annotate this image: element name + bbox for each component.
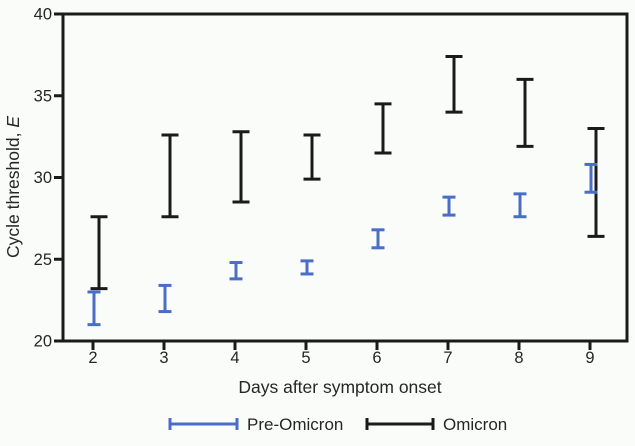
errorbar-omicron-day-2 [90,215,108,291]
y-tick-label-35: 35 [34,87,52,105]
errorbar-omicron-day-9 [587,126,605,238]
y-axis-label-text: Cycle threshold, [3,128,23,258]
y-axis-label: Cycle threshold, E [3,116,23,258]
x-tick-label-2: 2 [88,349,97,367]
x-tick-label-5: 5 [301,349,310,367]
y-tick-label-20: 20 [34,333,52,351]
errorbar-pre-omicron-day-4 [229,261,243,281]
y-tick-label-30: 30 [34,169,52,187]
errorbar-pre-omicron-day-8 [513,192,527,219]
x-axis-label: Days after symptom onset [238,377,441,397]
errorbar-pre-omicron-day-3 [158,283,172,314]
y-tick-label-25: 25 [34,251,52,269]
legend-label-omicron: Omicron [443,415,507,434]
y-axis-ticks: 20 25 30 35 40 [34,6,63,351]
errorbar-omicron-day-5 [303,133,321,181]
legend-sample-pre-omicron [168,418,239,430]
errorbar-pre-omicron-day-5 [300,259,314,276]
plot-frame [61,12,629,343]
x-tick-label-6: 6 [372,349,381,367]
errorbar-pre-omicron-day-2 [87,290,101,327]
errorbar-pre-omicron-day-6 [371,228,385,250]
x-tick-label-3: 3 [159,349,168,367]
error-bars [87,55,605,327]
legend-label-pre-omicron: Pre-Omicron [247,415,343,434]
y-axis-label-gene: E [3,116,23,128]
x-axis-ticks: 2 3 4 5 6 7 8 9 [88,341,595,367]
legend: Pre-Omicron Omicron [168,415,507,434]
y-tick-label-40: 40 [34,6,52,24]
errorbar-omicron-day-3 [161,133,179,219]
x-tick-label-4: 4 [230,349,239,367]
errorbar-omicron-day-7 [445,55,463,114]
errorbar-pre-omicron-day-7 [442,195,456,217]
x-tick-label-7: 7 [443,349,452,367]
legend-sample-omicron [365,418,435,430]
errorbar-omicron-day-8 [516,77,534,148]
errorbar-pre-omicron-day-9 [584,162,598,194]
errorbar-omicron-day-4 [232,130,250,204]
errorbar-omicron-day-6 [374,102,392,155]
x-tick-label-9: 9 [585,349,594,367]
x-tick-label-8: 8 [514,349,523,367]
